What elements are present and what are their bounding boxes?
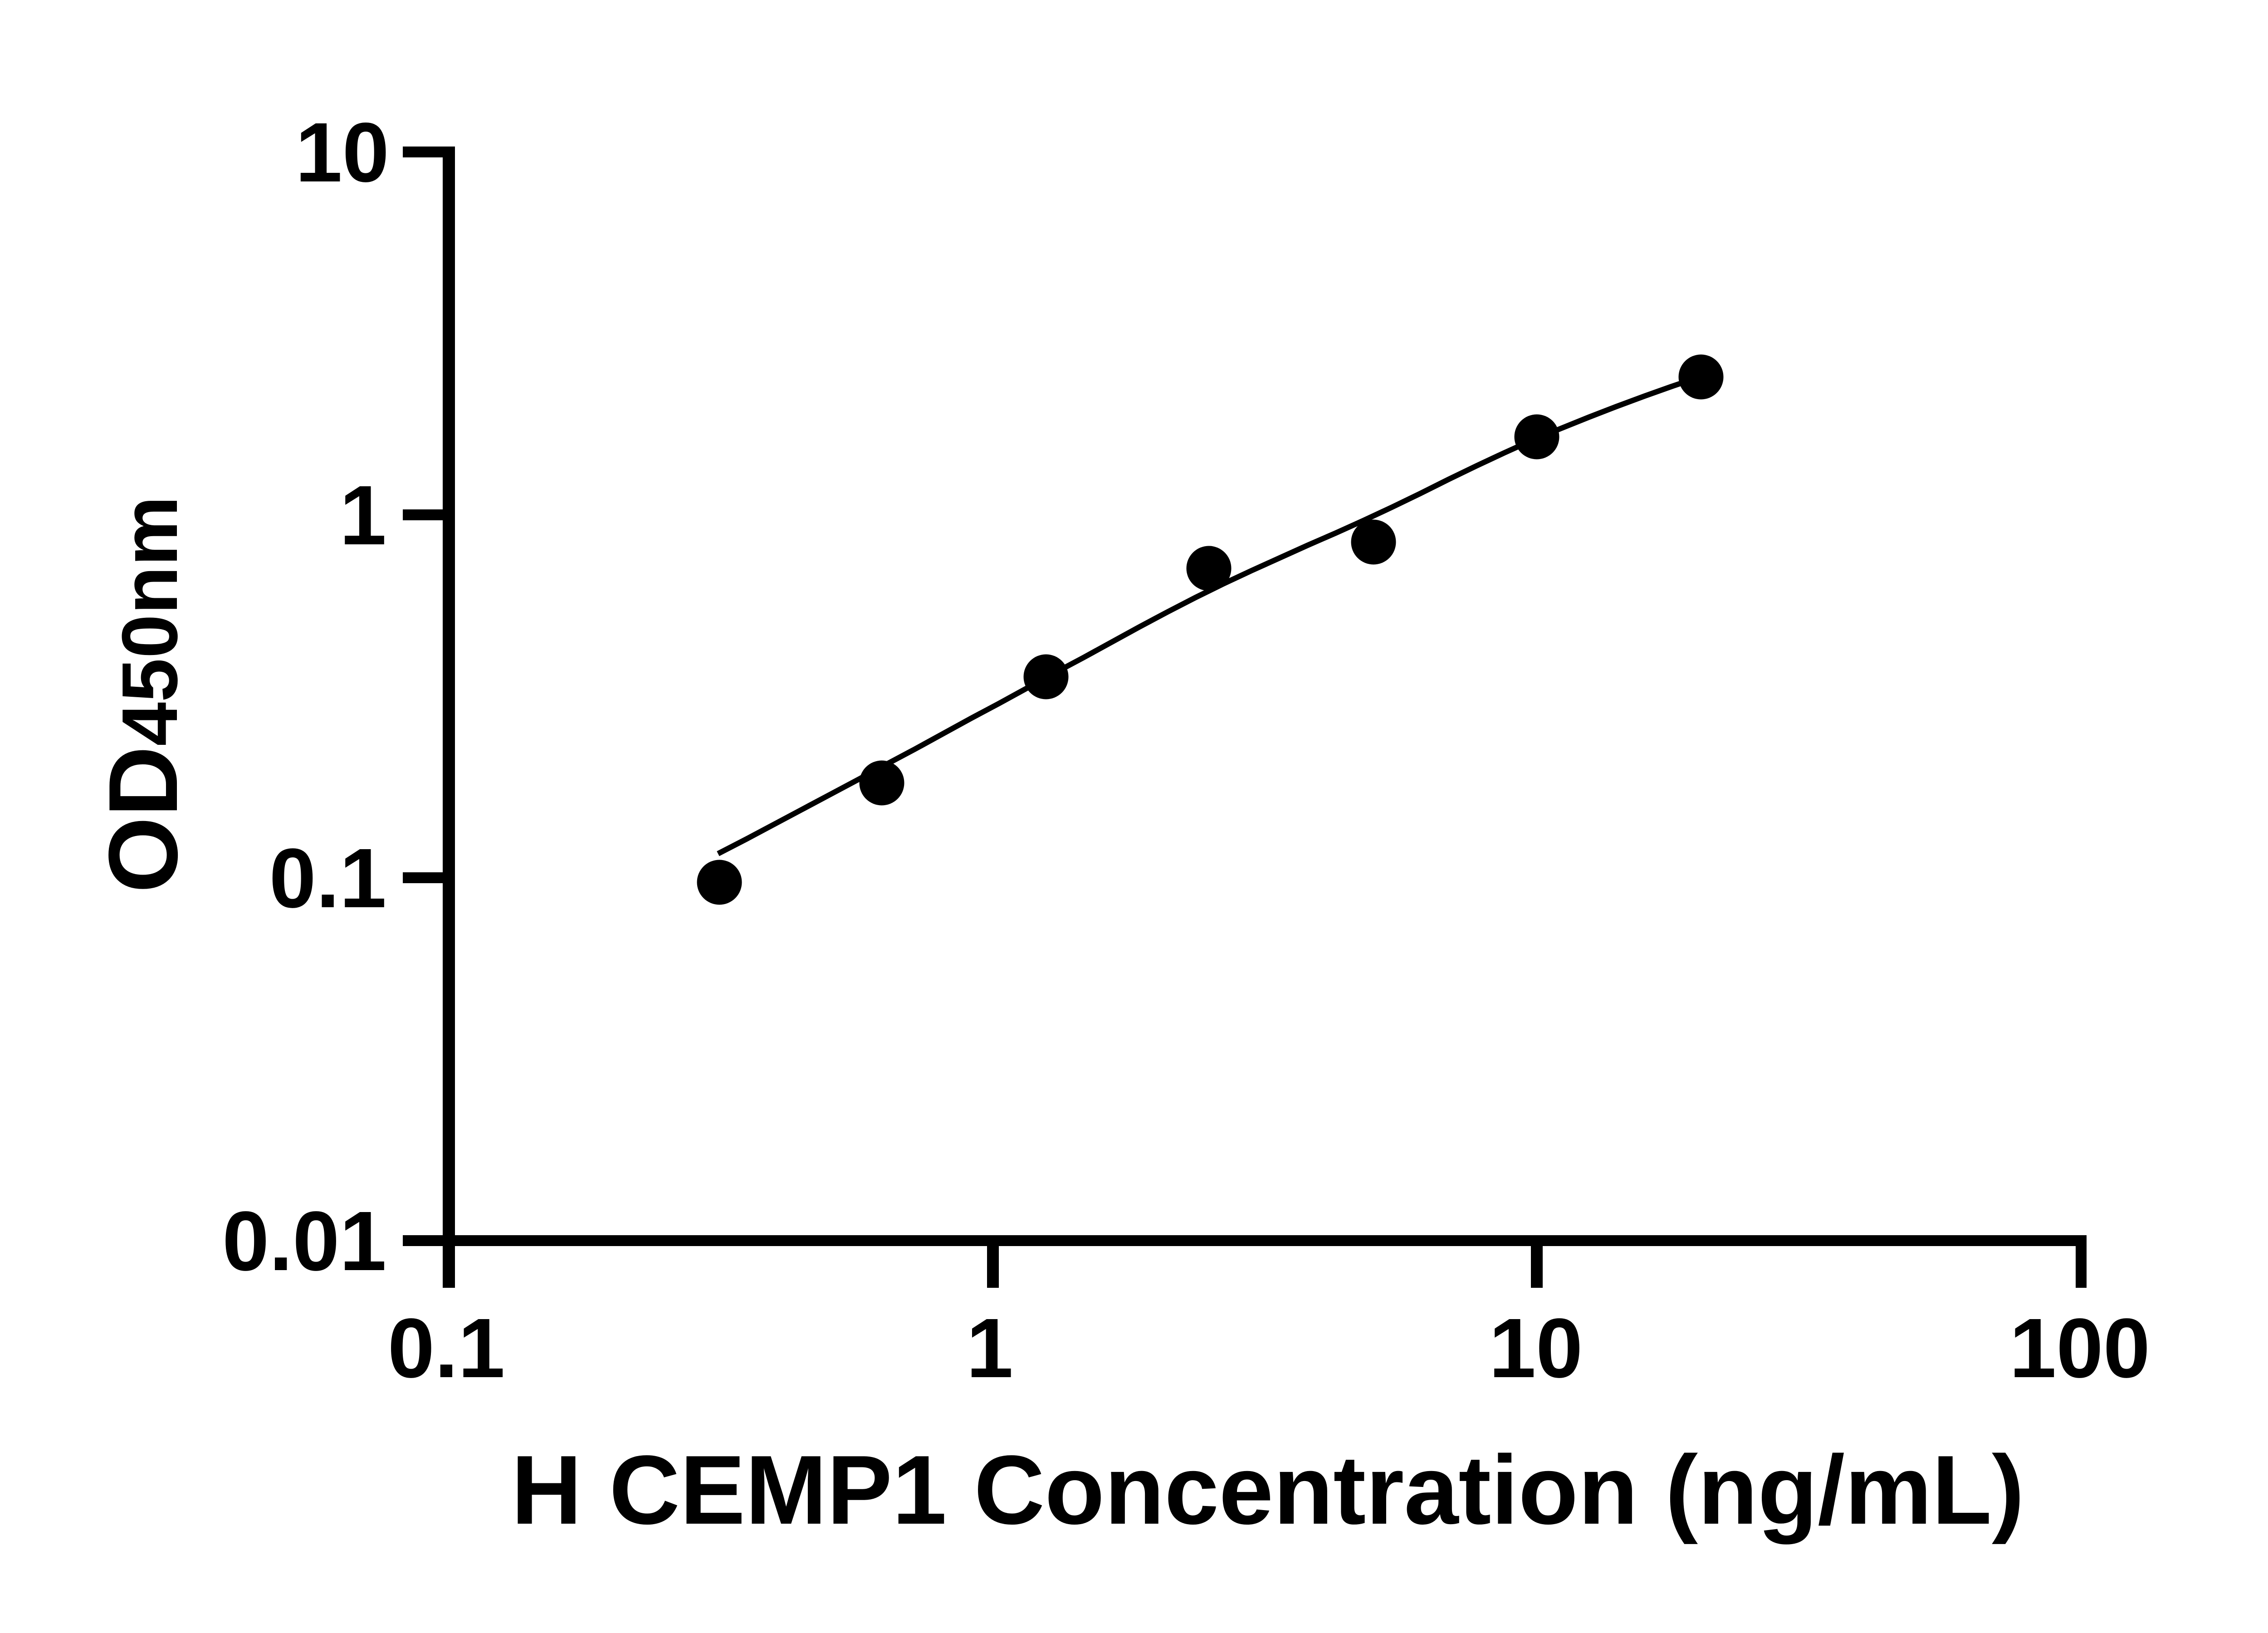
svg-text:10: 10: [295, 106, 389, 200]
svg-text:1: 1: [966, 1301, 1013, 1395]
svg-text:0.1: 0.1: [388, 1301, 505, 1395]
svg-text:10: 10: [1489, 1301, 1583, 1395]
svg-text:OD450nm: OD450nm: [88, 496, 198, 893]
svg-text:0.1: 0.1: [269, 831, 386, 925]
svg-text:H CEMP1 Concentration (ng/mL): H CEMP1 Concentration (ng/mL): [511, 1435, 2024, 1545]
svg-text:1: 1: [340, 469, 386, 562]
svg-text:100: 100: [2009, 1301, 2150, 1395]
svg-text:0.01: 0.01: [222, 1194, 386, 1288]
